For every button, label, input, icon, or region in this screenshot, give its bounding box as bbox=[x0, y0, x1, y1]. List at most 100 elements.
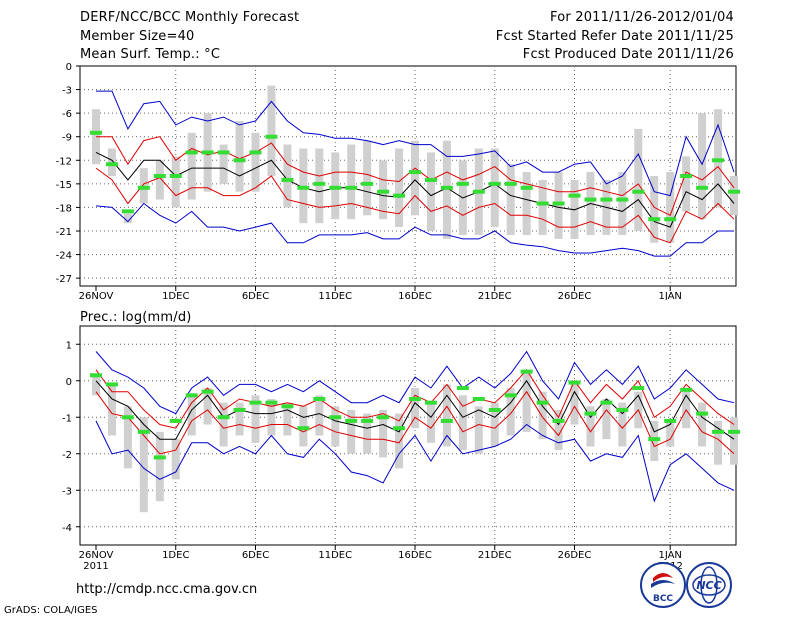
forecast-marker bbox=[648, 437, 661, 442]
ncc-logo-icon: NCC bbox=[686, 562, 732, 608]
forecast-marker bbox=[201, 150, 214, 155]
y-tick-label: 0 bbox=[66, 377, 72, 388]
forecast-marker bbox=[153, 455, 166, 460]
ensemble-box bbox=[139, 417, 148, 513]
forecast-marker bbox=[105, 162, 118, 167]
forecast-marker bbox=[488, 181, 501, 186]
source-url[interactable]: http://cmdp.ncc.cma.gov.cn bbox=[76, 582, 258, 597]
lower-spread-line bbox=[95, 167, 735, 244]
ensemble-box bbox=[522, 172, 531, 235]
y-tick-label: -21 bbox=[56, 227, 72, 238]
y-tick-label: 0 bbox=[66, 62, 72, 73]
ensemble-box bbox=[123, 406, 132, 469]
ensemble-mean-line bbox=[95, 151, 735, 228]
member-size-label: Member Size=40 bbox=[80, 29, 195, 44]
forecast-marker bbox=[265, 134, 278, 139]
ensemble-box bbox=[395, 413, 404, 469]
variable-label: Mean Surf. Temp.: °C bbox=[80, 47, 221, 62]
ncc-logo-text: NCC bbox=[696, 579, 721, 592]
forecast-marker bbox=[233, 407, 246, 412]
forecast-marker bbox=[632, 386, 645, 391]
forecast-marker bbox=[504, 181, 517, 186]
y-tick-label: -27 bbox=[56, 274, 72, 285]
forecast-marker bbox=[472, 397, 485, 401]
forecast-marker bbox=[265, 400, 278, 405]
x-tick-label: 26DEC bbox=[558, 291, 592, 300]
ensemble-box bbox=[267, 85, 276, 176]
y-tick-label: -1 bbox=[62, 413, 72, 424]
y-tick-label: -2 bbox=[62, 450, 72, 461]
forecast-marker bbox=[329, 185, 342, 190]
ensemble-box bbox=[570, 380, 579, 425]
forecast-marker bbox=[105, 382, 118, 387]
bcc-logo-icon: BCC bbox=[640, 562, 686, 608]
ensemble-box bbox=[155, 160, 164, 200]
started-date: Fcst Started Refer Date 2011/11/25 bbox=[495, 29, 734, 44]
x-tick-label: 11DEC bbox=[318, 291, 352, 300]
forecast-marker bbox=[345, 418, 358, 423]
ensemble-box bbox=[730, 417, 738, 465]
ensemble-box bbox=[251, 395, 260, 443]
forecast-marker bbox=[696, 185, 709, 190]
forecast-marker bbox=[712, 158, 725, 163]
forecast-marker bbox=[648, 217, 661, 222]
x-tick-label: 21DEC bbox=[478, 291, 512, 300]
forecast-marker bbox=[185, 150, 198, 155]
forecast-marker bbox=[456, 181, 469, 186]
forecast-marker bbox=[409, 170, 421, 175]
forecast-marker bbox=[233, 158, 246, 163]
ensemble-box bbox=[411, 140, 419, 216]
ensemble-box bbox=[618, 402, 627, 447]
forecast-marker bbox=[217, 150, 230, 155]
forecast-marker bbox=[552, 201, 565, 206]
forecast-marker bbox=[137, 185, 150, 190]
forecast-marker bbox=[424, 177, 437, 182]
x-tick-label: 26DEC bbox=[558, 550, 592, 561]
x-tick-label: 21DEC bbox=[478, 550, 512, 561]
forecast-marker bbox=[169, 174, 182, 178]
forecast-marker bbox=[664, 418, 677, 423]
ensemble-box bbox=[554, 409, 563, 451]
forecast-marker bbox=[329, 415, 342, 420]
forecast-marker bbox=[393, 193, 406, 198]
forecast-marker bbox=[616, 407, 629, 412]
forecast-marker bbox=[313, 181, 326, 186]
forecast-marker bbox=[90, 373, 102, 378]
ensemble-box bbox=[171, 156, 180, 208]
forecast-marker bbox=[472, 189, 485, 194]
forecast-marker bbox=[313, 397, 326, 401]
ensemble-box bbox=[714, 420, 723, 465]
ensemble-box bbox=[666, 420, 675, 447]
x-tick-label: 1DEC bbox=[162, 291, 189, 300]
x-tick-label: 6DEC bbox=[242, 550, 269, 561]
y-tick-label: -3 bbox=[62, 486, 72, 497]
lower-spread-line bbox=[95, 390, 735, 455]
produced-date: Fcst Produced Date 2011/11/26 bbox=[522, 47, 734, 62]
x-tick-label: 11DEC bbox=[318, 550, 352, 561]
x-tick-year-label: 2011 bbox=[83, 561, 108, 572]
x-tick-label: 16DEC bbox=[398, 550, 432, 561]
ensemble-box bbox=[331, 406, 340, 447]
forecast-range: For 2011/11/26-2012/01/04 bbox=[550, 10, 734, 25]
forecast-marker bbox=[728, 429, 740, 434]
ensemble-box bbox=[682, 156, 691, 212]
forecast-marker bbox=[664, 217, 677, 222]
forecast-marker bbox=[584, 197, 597, 202]
ensemble-box bbox=[363, 413, 372, 454]
forecast-marker bbox=[297, 185, 310, 190]
bcc-logo-text: BCC bbox=[653, 594, 673, 604]
forecast-marker bbox=[440, 418, 453, 423]
y-tick-label: -15 bbox=[56, 180, 72, 191]
x-tick-label: 26NOV bbox=[79, 291, 114, 300]
y-tick-label: -3 bbox=[62, 86, 72, 97]
ensemble-box bbox=[411, 388, 419, 429]
ensemble-box bbox=[107, 384, 116, 436]
ensemble-box bbox=[442, 384, 451, 447]
forecast-marker bbox=[488, 407, 501, 412]
chart-title: DERF/NCC/BCC Monthly Forecast bbox=[80, 10, 300, 25]
ensemble-box bbox=[187, 395, 196, 436]
forecast-marker bbox=[680, 174, 693, 178]
agency-logos: BCC NCC bbox=[640, 562, 732, 608]
forecast-marker bbox=[520, 185, 533, 190]
forecast-marker bbox=[281, 404, 294, 409]
